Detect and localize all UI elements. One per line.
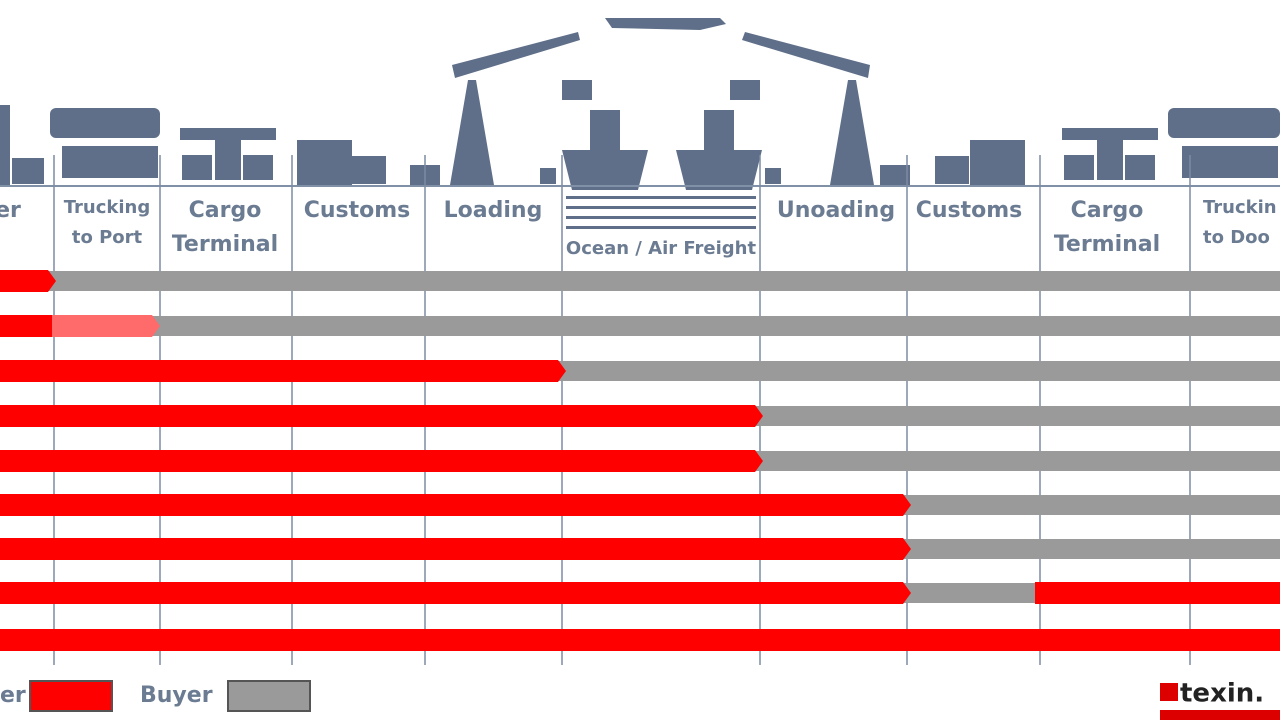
icons: [0, 18, 1280, 229]
seller-bar: [0, 494, 911, 516]
column-header: to Doo: [1203, 227, 1270, 248]
buyer-swatch: [227, 680, 311, 712]
logo-bar: [1160, 710, 1280, 720]
column-header: Unoading: [777, 198, 895, 223]
seller-bar: [0, 450, 763, 472]
column-header: Cargo: [189, 198, 262, 223]
seller-bar: [52, 315, 160, 337]
legend-buyer: Buyer: [140, 683, 213, 708]
seller-bar: [0, 270, 56, 292]
column-header: Cargo: [1071, 198, 1144, 223]
column-header: Terminal: [172, 232, 278, 257]
column-header: Loading: [444, 198, 543, 223]
seller-bar: [0, 315, 60, 337]
column-header: Customs: [916, 198, 1023, 223]
seller-swatch: [29, 680, 113, 712]
buyer-bar: [0, 316, 1280, 336]
column-header: Customs: [304, 198, 411, 223]
seller-bar: [0, 538, 911, 560]
column-header: Terminal: [1054, 232, 1160, 257]
buyer-bar: [0, 271, 1280, 291]
column-header: Trucking: [64, 197, 151, 218]
column-header: Ocean / Air Freight: [566, 238, 757, 259]
seller-bar: [0, 405, 763, 427]
logo-mark: [1160, 683, 1178, 701]
column-header: Truckin: [1203, 197, 1277, 218]
seller-bar: [0, 629, 1280, 651]
legend-seller: er: [0, 683, 26, 708]
seller-bar: [0, 582, 911, 604]
seller-bar: [1035, 582, 1280, 604]
logo: texin.: [1180, 679, 1264, 709]
column-header: to Port: [72, 227, 143, 248]
column-header: er: [0, 198, 21, 223]
seller-bar: [0, 360, 566, 382]
